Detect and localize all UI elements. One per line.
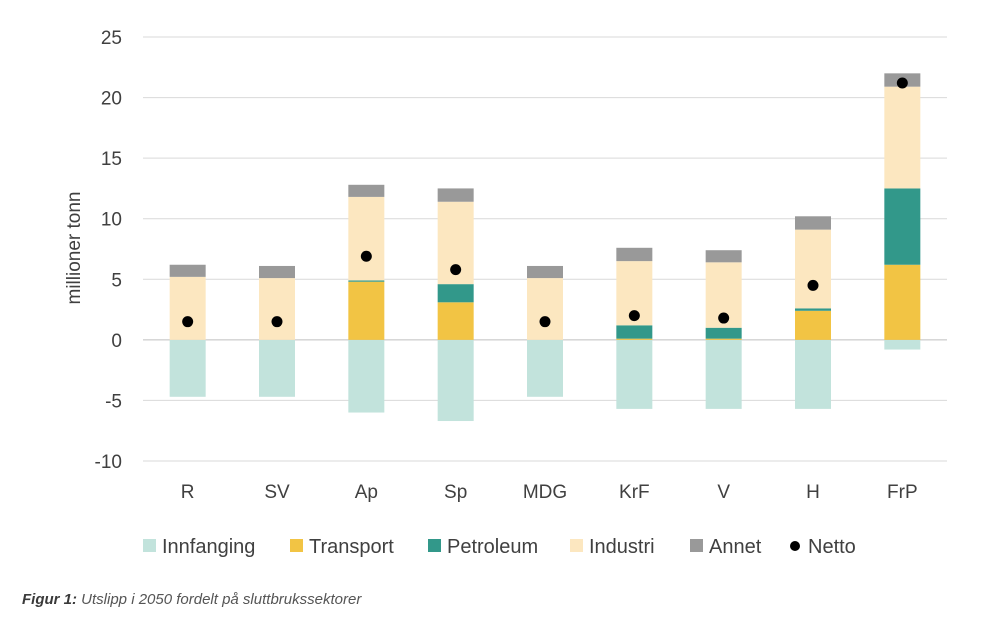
netto-point-r bbox=[182, 316, 194, 328]
legend-swatch-netto bbox=[790, 541, 800, 551]
bar-innfanging-krf bbox=[616, 339, 653, 409]
legend-swatch-petroleum bbox=[428, 539, 441, 552]
bar-annet-h bbox=[795, 216, 831, 230]
bar-petroleum-krf bbox=[616, 325, 653, 339]
bar-innfanging-sv bbox=[259, 339, 295, 397]
legend-label-industri: Industri bbox=[589, 536, 655, 558]
bar-industri-frp bbox=[884, 86, 921, 189]
figure-caption: Figur 1: Utslipp i 2050 fordelt på slutt… bbox=[22, 591, 361, 608]
netto-point-frp bbox=[896, 77, 908, 89]
bar-annet-sp bbox=[437, 188, 474, 202]
bar-petroleum-v bbox=[705, 327, 742, 339]
netto-point-v bbox=[718, 312, 730, 324]
bar-transport-sp bbox=[437, 302, 474, 340]
bar-innfanging-sp bbox=[437, 339, 474, 422]
bar-innfanging-ap bbox=[348, 339, 385, 413]
bar-petroleum-frp bbox=[884, 188, 921, 265]
bar-petroleum-ap bbox=[348, 280, 385, 282]
y-axis-title: millioner tonn bbox=[64, 192, 85, 305]
x-tick-label: SV bbox=[264, 482, 290, 503]
bar-transport-krf bbox=[616, 338, 653, 340]
bar-industri-sv bbox=[259, 278, 295, 340]
y-tick-label: 5 bbox=[111, 270, 122, 291]
legend-swatch-annet bbox=[690, 539, 703, 552]
x-tick-label: V bbox=[717, 482, 730, 503]
x-tick-label: KrF bbox=[619, 482, 650, 503]
y-tick-label: 25 bbox=[101, 28, 122, 49]
netto-point-h bbox=[807, 279, 819, 291]
x-tick-label: FrP bbox=[887, 482, 918, 503]
bar-innfanging-v bbox=[705, 339, 742, 409]
caption-text: Utslipp i 2050 fordelt på sluttbrukssekt… bbox=[81, 591, 362, 608]
bar-innfanging-r bbox=[169, 339, 206, 397]
netto-point-krf bbox=[628, 310, 640, 322]
bar-innfanging-frp bbox=[884, 339, 921, 350]
legend-label-innfanging: Innfanging bbox=[162, 536, 255, 558]
x-tick-labels: R SV Ap Sp MDG KrF V H FrP bbox=[181, 482, 918, 503]
bar-innfanging-mdg bbox=[527, 339, 563, 397]
y-tick-label: 0 bbox=[111, 331, 122, 352]
legend-label-transport: Transport bbox=[309, 536, 394, 558]
bar-petroleum-sp bbox=[437, 284, 474, 303]
netto-point-sp bbox=[450, 264, 462, 276]
bar-innfanging-h bbox=[795, 339, 831, 409]
bar-petroleum-h bbox=[795, 308, 831, 311]
caption-label: Figur 1: bbox=[22, 591, 77, 608]
legend-label-netto: Netto bbox=[808, 536, 856, 558]
bar-industri-h bbox=[795, 229, 831, 309]
y-tick-label: 10 bbox=[101, 210, 122, 231]
netto-point-sv bbox=[271, 316, 283, 328]
netto-markers bbox=[182, 77, 908, 328]
legend-swatch-transport bbox=[290, 539, 303, 552]
bar-transport-v bbox=[705, 338, 742, 340]
legend: Innfanging Transport Petroleum Industri Anne… bbox=[143, 536, 856, 558]
bar-industri-mdg bbox=[527, 278, 563, 340]
bars bbox=[169, 73, 921, 422]
bar-annet-mdg bbox=[527, 265, 563, 279]
bar-transport-frp bbox=[884, 264, 921, 340]
x-tick-label: MDG bbox=[523, 482, 567, 503]
x-tick-label: Sp bbox=[444, 482, 467, 503]
bar-annet-ap bbox=[348, 184, 385, 197]
x-tick-label: Ap bbox=[355, 482, 378, 503]
bar-industri-r bbox=[169, 276, 206, 340]
legend-swatch-industri bbox=[570, 539, 583, 552]
bar-industri-ap bbox=[348, 196, 385, 281]
x-tick-label: R bbox=[181, 482, 195, 503]
bar-annet-krf bbox=[616, 247, 653, 262]
y-tick-label: -10 bbox=[95, 452, 122, 473]
bar-annet-r bbox=[169, 264, 206, 277]
netto-point-mdg bbox=[539, 316, 551, 328]
legend-label-annet: Annet bbox=[709, 536, 762, 558]
y-tick-label: 20 bbox=[101, 89, 122, 110]
bar-annet-sv bbox=[259, 265, 295, 279]
y-tick-label: -5 bbox=[105, 391, 122, 412]
y-tick-labels: -10 -5 0 5 10 15 20 25 bbox=[95, 28, 122, 473]
legend-swatch-innfanging bbox=[143, 539, 156, 552]
bar-annet-v bbox=[705, 250, 742, 263]
netto-point-ap bbox=[360, 250, 372, 262]
bar-transport-h bbox=[795, 310, 831, 340]
y-tick-label: 15 bbox=[101, 149, 122, 170]
x-tick-label: H bbox=[806, 482, 820, 503]
legend-label-petroleum: Petroleum bbox=[447, 536, 538, 558]
bar-transport-ap bbox=[348, 281, 385, 340]
